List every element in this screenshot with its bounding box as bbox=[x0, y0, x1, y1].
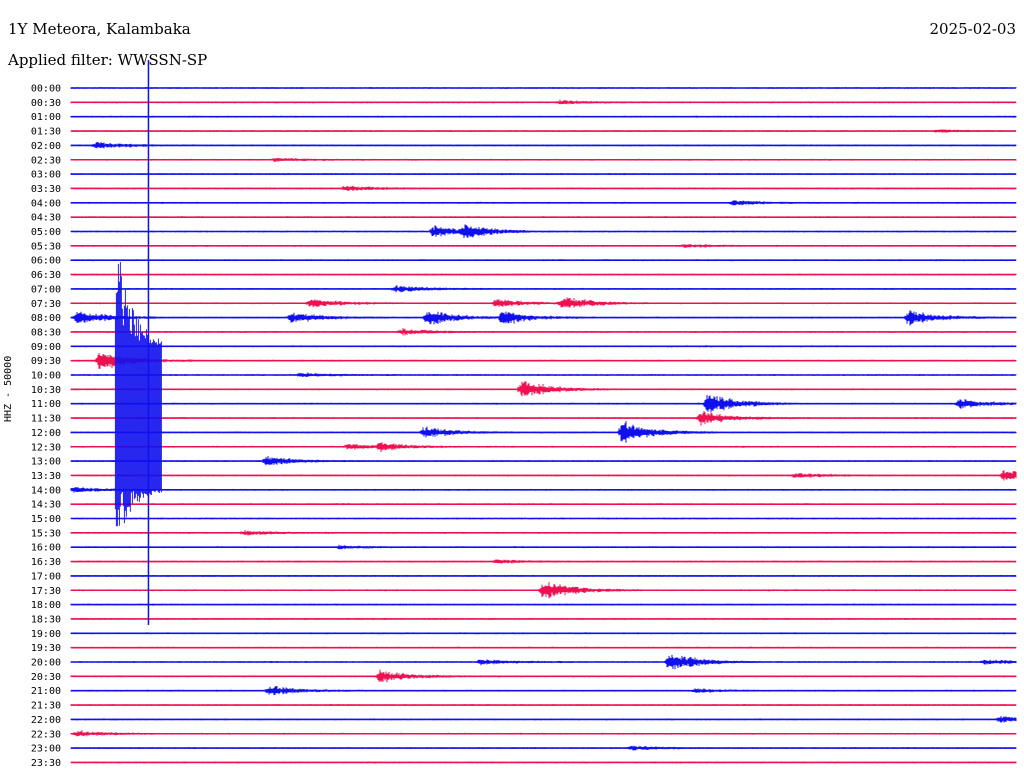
row-time-label: 18:30 bbox=[31, 614, 61, 625]
large-event-trace bbox=[114, 262, 162, 527]
row-time-label: 11:00 bbox=[31, 399, 61, 410]
row-time-label: 07:30 bbox=[31, 299, 61, 310]
row-time-label: 20:00 bbox=[31, 658, 61, 669]
row-time-label: 23:00 bbox=[31, 744, 61, 755]
row-time-label: 10:00 bbox=[31, 371, 61, 382]
row-time-label: 21:00 bbox=[31, 686, 61, 697]
row-time-label: 19:00 bbox=[31, 629, 61, 640]
row-time-label: 20:30 bbox=[31, 672, 61, 683]
row-time-label: 10:30 bbox=[31, 385, 61, 396]
row-time-label: 08:00 bbox=[31, 313, 61, 324]
row-time-label: 16:30 bbox=[31, 557, 61, 568]
row-time-label: 09:30 bbox=[31, 356, 61, 367]
row-time-label: 18:00 bbox=[31, 600, 61, 611]
row-time-label: 13:30 bbox=[31, 471, 61, 482]
row-time-label: 07:00 bbox=[31, 284, 61, 295]
row-time-label: 02:00 bbox=[31, 141, 61, 152]
row-time-label: 00:00 bbox=[31, 84, 61, 95]
row-time-label: 19:30 bbox=[31, 643, 61, 654]
row-time-label: 12:30 bbox=[31, 442, 61, 453]
station-title: 1Y Meteora, Kalambaka bbox=[8, 20, 191, 38]
row-time-label: 15:30 bbox=[31, 528, 61, 539]
row-time-label: 08:30 bbox=[31, 327, 61, 338]
row-time-label: 09:00 bbox=[31, 342, 61, 353]
row-time-label: 23:30 bbox=[31, 758, 61, 769]
row-time-label: 17:00 bbox=[31, 571, 61, 582]
row-time-label: 03:30 bbox=[31, 184, 61, 195]
row-time-label: 00:30 bbox=[31, 98, 61, 109]
row-time-label: 14:00 bbox=[31, 485, 61, 496]
date-label: 2025-02-03 bbox=[929, 20, 1016, 38]
row-time-label: 05:00 bbox=[31, 227, 61, 238]
row-time-label: 01:30 bbox=[31, 127, 61, 138]
row-time-label: 06:00 bbox=[31, 256, 61, 267]
row-time-label: 03:00 bbox=[31, 170, 61, 181]
row-time-label: 04:00 bbox=[31, 198, 61, 209]
row-time-label: 06:30 bbox=[31, 270, 61, 281]
row-time-label: 05:30 bbox=[31, 241, 61, 252]
row-time-label: 11:30 bbox=[31, 414, 61, 425]
row-time-label: 13:00 bbox=[31, 457, 61, 468]
row-time-label: 22:00 bbox=[31, 715, 61, 726]
row-time-label: 02:30 bbox=[31, 155, 61, 166]
row-time-label: 15:00 bbox=[31, 514, 61, 525]
row-time-label: 17:30 bbox=[31, 586, 61, 597]
row-time-label: 22:30 bbox=[31, 729, 61, 740]
row-time-label: 14:30 bbox=[31, 500, 61, 511]
row-time-label: 12:00 bbox=[31, 428, 61, 439]
row-time-label: 16:00 bbox=[31, 543, 61, 554]
row-time-label: 04:30 bbox=[31, 213, 61, 224]
row-time-label: 21:30 bbox=[31, 701, 61, 712]
filter-label: Applied filter: WWSSN-SP bbox=[8, 51, 208, 69]
row-time-label: 01:00 bbox=[31, 112, 61, 123]
